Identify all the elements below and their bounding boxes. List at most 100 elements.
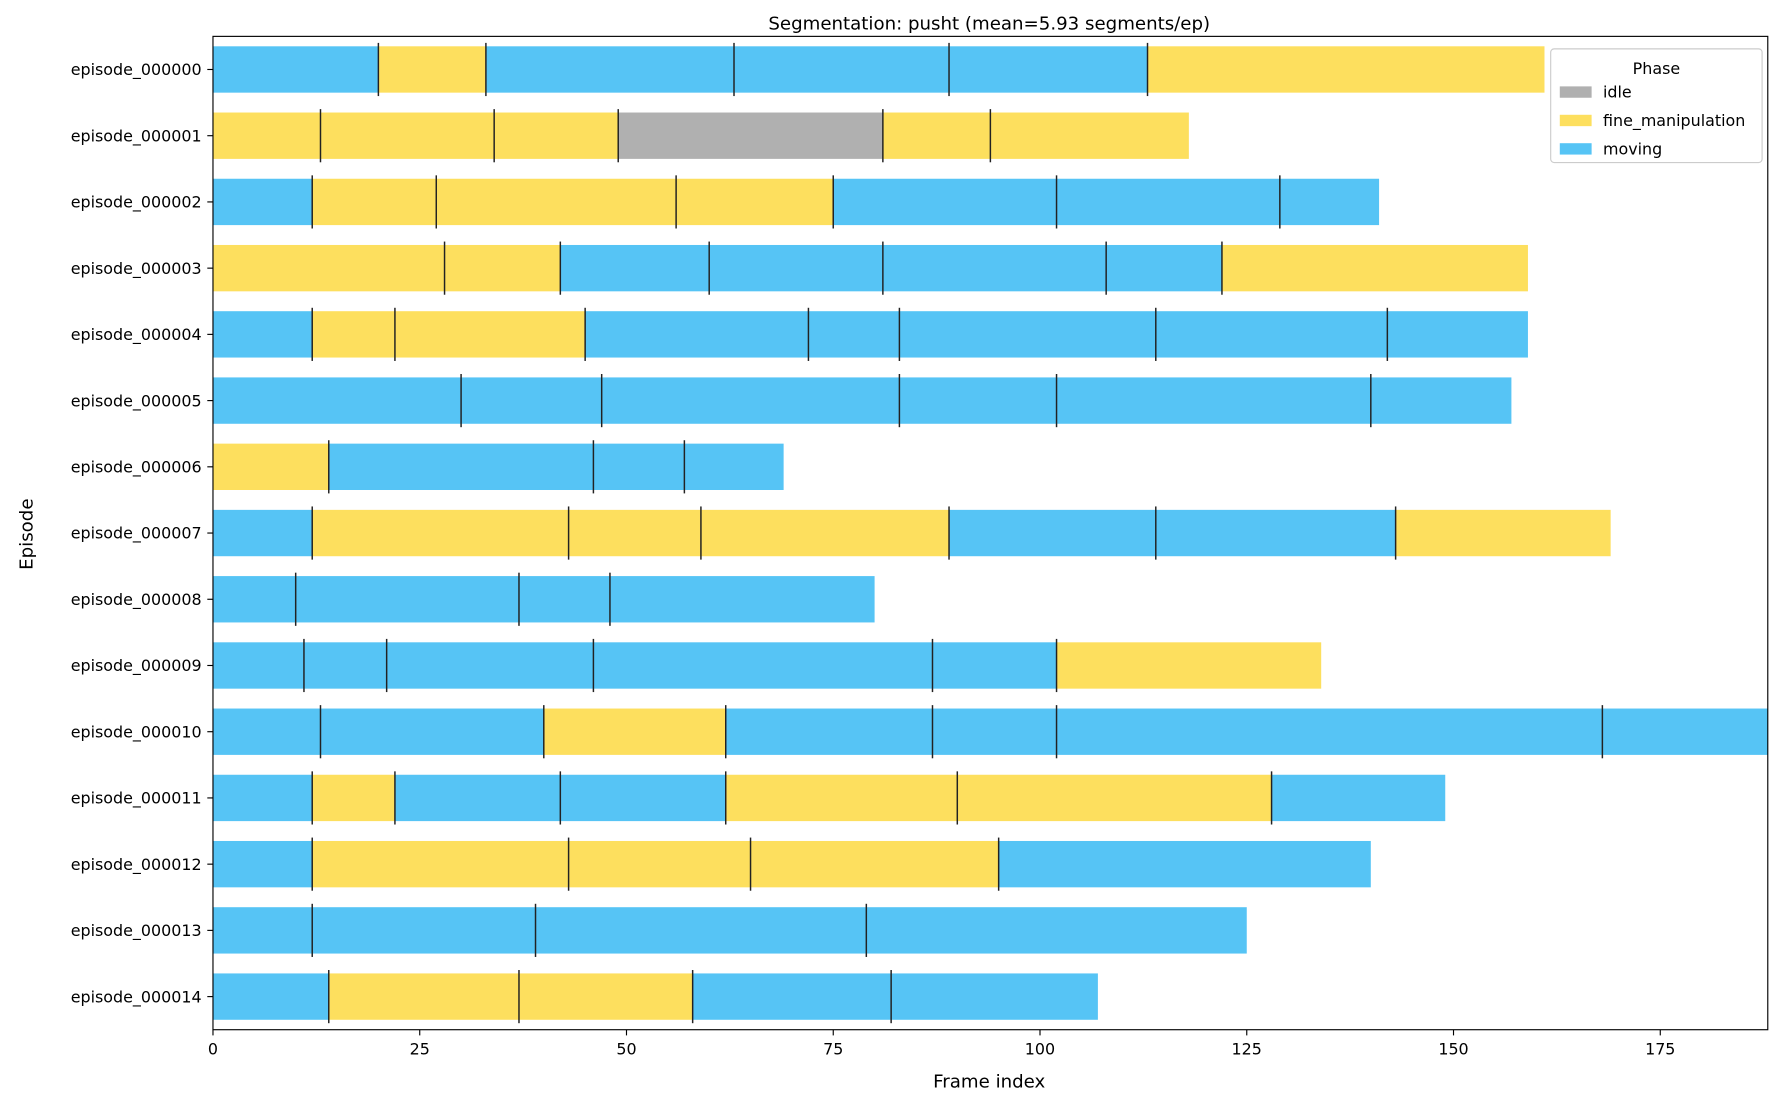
segment-moving <box>212 907 313 954</box>
segment-moving <box>593 642 933 689</box>
segment-fine_manipulation <box>444 244 561 292</box>
segment-moving <box>1387 311 1528 358</box>
segment-fine_manipulation <box>328 973 519 1020</box>
segment-moving <box>684 443 784 490</box>
segment-moving <box>899 377 1057 424</box>
segment-moving <box>560 244 710 292</box>
y-tick-label: episode_000011 <box>71 789 202 809</box>
segment-moving <box>998 840 1371 888</box>
y-tick-label: episode_000006 <box>71 458 202 478</box>
segment-fine_manipulation <box>568 509 701 557</box>
segment-moving <box>535 907 867 954</box>
segment-moving <box>1602 708 1768 755</box>
segment-moving <box>1279 178 1380 226</box>
y-tick-label: episode_000013 <box>71 921 202 941</box>
y-tick-label: episode_000005 <box>71 391 202 411</box>
segment-moving <box>560 774 726 822</box>
segment-moving <box>808 311 900 358</box>
segment-fine_manipulation <box>378 46 486 93</box>
segment-moving <box>585 311 809 358</box>
x-tick-label: 25 <box>410 1040 430 1059</box>
segment-fine_manipulation <box>750 840 999 888</box>
segment-fine_manipulation <box>990 112 1189 159</box>
segment-moving <box>609 576 875 623</box>
segment-moving <box>725 708 933 755</box>
segment-moving <box>518 576 610 623</box>
axes: episode_000000 episode_000001 episode_0000… <box>71 35 1769 1059</box>
segment-moving <box>593 443 685 490</box>
segment-fine_manipulation <box>676 178 834 226</box>
x-tick-label: 175 <box>1645 1040 1675 1059</box>
x-tick-label: 50 <box>616 1040 636 1059</box>
legend-swatch-fine_manipulation <box>1559 114 1592 127</box>
legend-label-moving: moving <box>1603 140 1662 159</box>
segment-fine_manipulation <box>568 840 751 888</box>
segment-fine_manipulation <box>725 774 958 822</box>
segment-idle <box>618 112 883 159</box>
segment-fine_manipulation <box>700 509 950 557</box>
segment-moving <box>932 642 1057 689</box>
segment-moving <box>882 244 1107 292</box>
segment-moving <box>601 377 900 424</box>
y-tick-label: episode_000010 <box>71 722 202 742</box>
segment-moving <box>932 708 1057 755</box>
segment-moving <box>212 973 329 1020</box>
segment-moving <box>212 377 462 424</box>
segment-fine_manipulation <box>518 973 693 1020</box>
segment-moving <box>312 907 536 954</box>
bars <box>212 42 1768 1024</box>
segment-moving <box>833 178 1057 226</box>
x-tick-label: 150 <box>1438 1040 1468 1059</box>
y-tick-label: episode_000014 <box>71 987 202 1007</box>
segment-moving <box>295 576 519 623</box>
segment-moving <box>949 509 1156 557</box>
y-tick-label: episode_000007 <box>71 524 202 544</box>
segment-moving <box>1056 708 1603 755</box>
segment-fine_manipulation <box>957 774 1272 822</box>
segment-fine_manipulation <box>312 840 569 888</box>
segment-moving <box>1155 311 1388 358</box>
segment-fine_manipulation <box>436 178 677 226</box>
segment-moving <box>328 443 594 490</box>
segment-moving <box>461 377 602 424</box>
segment-moving <box>891 973 1098 1020</box>
y-axis-label: Episode <box>16 498 37 569</box>
segment-fine_manipulation <box>312 509 569 557</box>
segment-fine_manipulation <box>494 112 619 159</box>
segment-moving <box>1370 377 1512 424</box>
y-tick-label: episode_000009 <box>71 656 202 676</box>
y-tick-label: episode_000004 <box>71 325 202 345</box>
segment-fine_manipulation <box>543 708 726 755</box>
plot-frame <box>212 35 1769 1031</box>
legend-title: Phase <box>1633 59 1681 78</box>
segment-moving <box>212 774 313 822</box>
segment-fine_manipulation <box>1147 46 1545 93</box>
segment-fine_manipulation <box>212 244 445 292</box>
segment-moving <box>212 178 313 226</box>
legend-label-fine_manipulation: fine_manipulation <box>1603 111 1745 131</box>
segment-moving <box>1106 244 1222 292</box>
segment-fine_manipulation <box>1056 642 1322 689</box>
segment-moving <box>949 46 1148 93</box>
segment-moving <box>212 642 304 689</box>
y-tick-label: episode_000012 <box>71 855 202 875</box>
legend-swatch-moving <box>1559 143 1592 155</box>
segment-fine_manipulation <box>882 112 991 159</box>
chart-title: Segmentation: pusht (mean=5.93 segments/… <box>768 14 1210 35</box>
x-tick-label: 125 <box>1232 1040 1262 1059</box>
segment-fine_manipulation <box>1221 244 1528 292</box>
segment-fine_manipulation <box>312 774 395 822</box>
segment-moving <box>386 642 594 689</box>
x-tick-label: 100 <box>1025 1040 1055 1059</box>
segment-moving <box>692 973 892 1020</box>
segment-fine_manipulation <box>394 311 586 358</box>
segment-moving <box>1271 774 1446 822</box>
segment-fine_manipulation <box>320 112 495 159</box>
segment-moving <box>1056 377 1371 424</box>
x-axis-label: Frame index <box>933 1072 1045 1093</box>
segment-moving <box>212 311 313 358</box>
segment-moving <box>320 708 544 755</box>
segment-moving <box>1155 509 1396 557</box>
